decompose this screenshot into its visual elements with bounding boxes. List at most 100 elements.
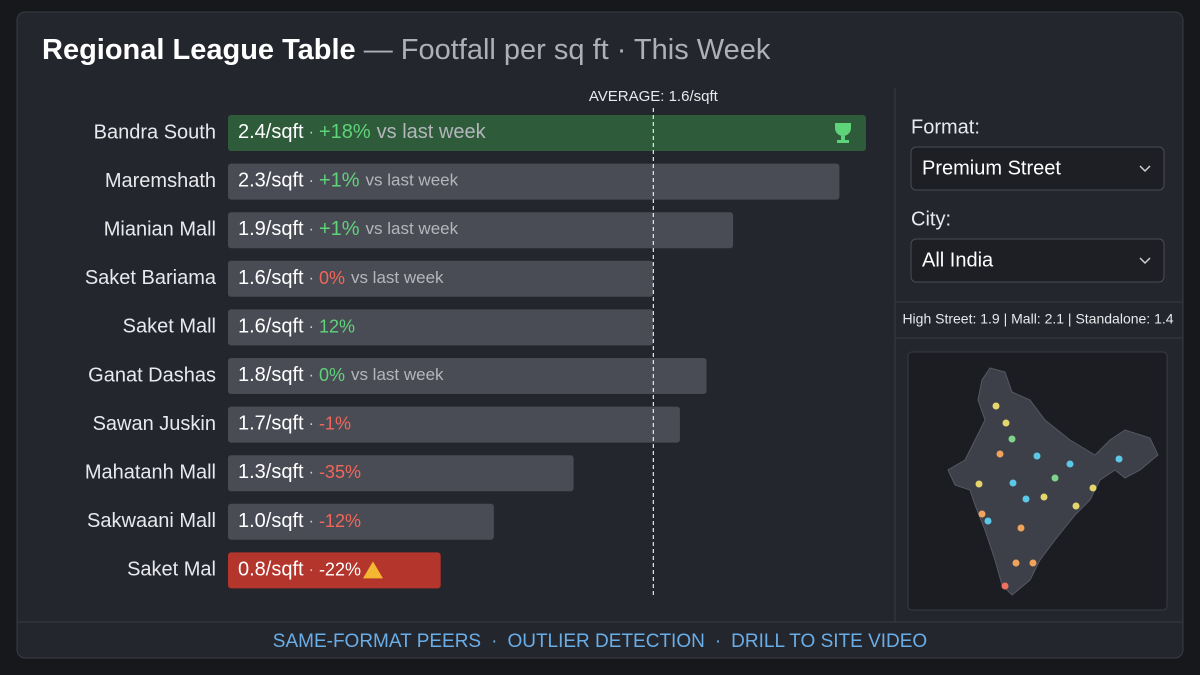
site-dot	[1008, 435, 1016, 443]
value-label: 1.6/sqft	[238, 316, 304, 338]
format-label: Format:	[911, 116, 980, 138]
separator: ·	[309, 367, 314, 384]
bar	[228, 309, 654, 346]
site-dot	[992, 402, 1000, 410]
bar	[228, 552, 441, 589]
value-label: 1.9/sqft	[238, 218, 304, 240]
separator: ·	[715, 631, 721, 652]
separator: ·	[309, 319, 314, 336]
site-dots	[975, 402, 1123, 590]
bar	[228, 163, 840, 200]
site-dot	[1040, 493, 1048, 501]
site-dot	[978, 510, 986, 518]
warning-icon	[362, 561, 383, 579]
row-label: Sawan Juskin	[93, 413, 216, 435]
separator: ·	[309, 464, 314, 481]
change: +1%	[319, 170, 360, 192]
map	[907, 351, 1168, 611]
site-dot	[1029, 559, 1037, 567]
separator: ·	[309, 513, 314, 530]
row-label: Ganat Dashas	[88, 364, 216, 386]
bar	[228, 358, 707, 394]
change: +1%	[319, 218, 360, 240]
value-label: 0.8/sqft	[238, 559, 304, 581]
dropdown-value[interactable]: All India	[922, 249, 994, 271]
separator: ·	[491, 631, 497, 652]
dropdown-box[interactable]	[910, 238, 1165, 283]
footer-link[interactable]: SAME-FORMAT PEERS	[273, 631, 481, 652]
row-label: Saket Mal	[127, 559, 216, 581]
site-dot	[1066, 460, 1074, 468]
footer-link[interactable]: DRILL TO SITE VIDEO	[731, 631, 927, 652]
change: -1%	[319, 413, 351, 433]
site-dot	[1072, 502, 1080, 510]
row-label: Mianian Mall	[104, 218, 216, 240]
row-label: Saket Bariama	[85, 267, 217, 289]
site-dot	[1115, 455, 1123, 463]
bar	[228, 455, 574, 492]
separator: ·	[309, 562, 314, 579]
separator: ·	[309, 173, 314, 190]
bar-label: 1.9/sqft · +1% vs last week	[238, 218, 459, 240]
site-dot	[1089, 484, 1097, 492]
dropdown-box[interactable]	[910, 146, 1165, 191]
dropdown-value[interactable]: Premium Street	[922, 157, 1061, 179]
change-suffix: vs last week	[366, 171, 459, 190]
country-shape	[947, 367, 1159, 596]
change: 0%	[319, 268, 345, 288]
bar-chart: Bandra South 2.4/sqft · +18% vs last week Mar…	[85, 88, 866, 595]
site-dot	[996, 450, 1004, 458]
value-label: 1.3/sqft	[238, 461, 304, 483]
change: -22%	[319, 559, 361, 579]
row-label: Maremshath	[105, 170, 216, 192]
bar	[228, 115, 866, 151]
value-label: 2.3/sqft	[238, 170, 304, 192]
bar-label: 2.3/sqft · +1% vs last week	[238, 170, 459, 192]
site-dot	[1051, 474, 1059, 482]
change-suffix: vs last week	[351, 365, 444, 384]
change: +18%	[319, 121, 371, 143]
change: -35%	[319, 462, 361, 482]
change: 12%	[319, 316, 355, 336]
site-dot	[1017, 524, 1025, 532]
separator: ·	[309, 416, 314, 433]
site-dot	[1022, 495, 1030, 503]
city-label: City:	[911, 208, 951, 230]
value-label: 1.8/sqft	[238, 364, 304, 386]
footer-link[interactable]: OUTLIER DETECTION	[507, 631, 704, 652]
site-dot	[975, 480, 983, 488]
title-main: Regional League Table	[42, 34, 356, 66]
chevron[interactable]	[1139, 257, 1151, 265]
average-label: AVERAGE: 1.6/sqft	[589, 88, 719, 105]
bar-label: 0.8/sqft · -22%	[238, 559, 361, 581]
format-dropdown[interactable]: Premium Street	[910, 146, 1165, 191]
bar-label: 2.4/sqft · +18% vs last week	[238, 121, 487, 143]
subtitle: — Footfall per sq ft · This Week	[364, 34, 771, 66]
site-dot	[1002, 419, 1010, 427]
chevron[interactable]	[1139, 165, 1151, 173]
bar	[228, 406, 680, 443]
bar	[228, 260, 654, 297]
bar-label: 1.3/sqft · -35%	[238, 461, 361, 483]
city-dropdown[interactable]: All India	[910, 238, 1165, 283]
footer-links: SAME-FORMAT PEERS · OUTLIER DETECTION · DRIL…	[273, 631, 927, 652]
change-suffix: vs last week	[351, 268, 444, 287]
separator: ·	[309, 124, 314, 141]
row-label: Saket Mall	[123, 316, 216, 338]
separator: ·	[309, 270, 314, 287]
title: Regional League Table — Footfall per sq f…	[42, 34, 771, 66]
bar-label: 1.0/sqft · -12%	[238, 510, 361, 532]
bar-label: 1.6/sqft · 0% vs last week	[238, 267, 444, 289]
bar-label: 1.7/sqft · -1%	[238, 413, 351, 435]
change-suffix: vs last week	[366, 220, 459, 239]
row-label: Sakwaani Mall	[87, 510, 216, 532]
site-dot	[1009, 479, 1017, 487]
value-label: 1.7/sqft	[238, 413, 304, 435]
change: -12%	[319, 511, 361, 531]
site-dot	[1001, 582, 1009, 590]
change: 0%	[319, 365, 345, 385]
summary: High Street: 1.9 | Mall: 2.1 | Standalon…	[902, 311, 1173, 327]
trophy-icon	[835, 123, 851, 143]
bar-label: 1.6/sqft · 12%	[238, 316, 355, 338]
